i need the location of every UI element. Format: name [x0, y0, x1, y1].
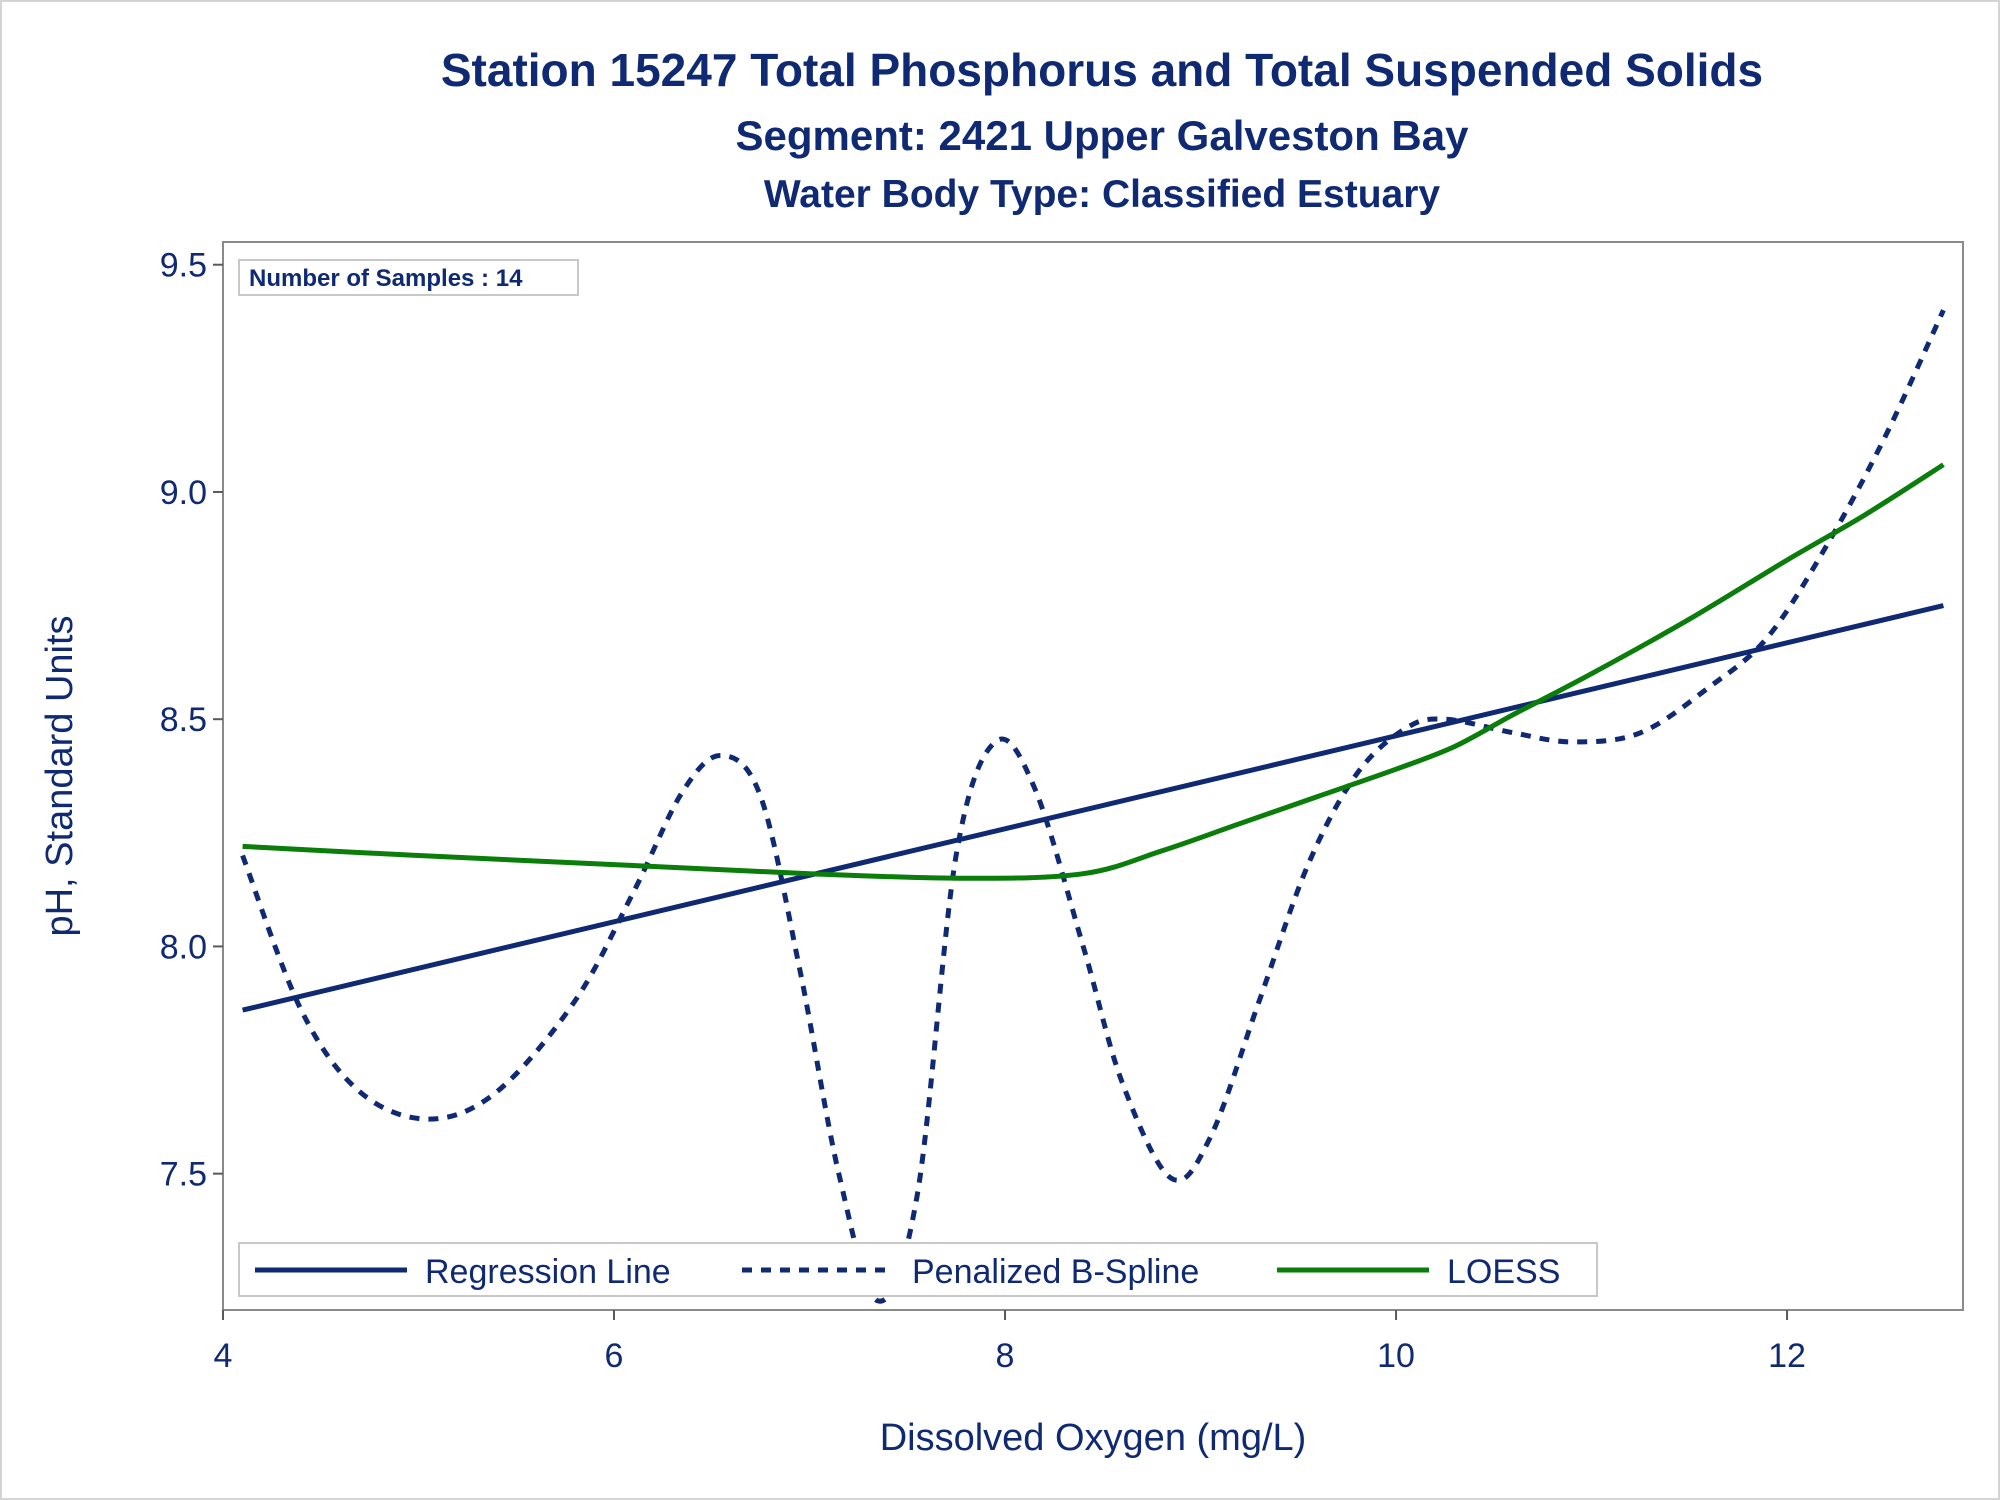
y-axis: 7.5 8.0 8.5 9.0 9.5: [160, 247, 223, 1194]
y-tick-label: 8.0: [160, 928, 207, 966]
series-regression-line: [242, 603, 1944, 1013]
plot-area: [222, 241, 1964, 1311]
x-axis: 4 6 8 10 12: [214, 1310, 1806, 1375]
samples-text: Number of Samples : 14: [249, 265, 523, 292]
x-tick-label: 10: [1377, 1337, 1415, 1375]
legend-label-regression: Regression Line: [425, 1253, 671, 1291]
x-tick-label: 4: [214, 1337, 233, 1375]
y-tick-label: 9.5: [160, 247, 207, 285]
chart-subtitle: Segment: 2421 Upper Galveston Bay: [736, 112, 1470, 159]
y-axis-label: pH, Standard Units: [39, 615, 81, 936]
chart-title: Station 15247 Total Phosphorus and Total…: [441, 44, 1763, 96]
samples-box: [238, 259, 579, 296]
x-axis-label: Dissolved Oxygen (mg/L): [880, 1417, 1307, 1459]
x-tick-label: 12: [1768, 1337, 1806, 1375]
series-penalized-b-spline: [240, 309, 1946, 1304]
y-tick-label: 9.0: [160, 474, 207, 512]
chart-subtitle-2: Water Body Type: Classified Estuary: [764, 173, 1440, 216]
x-tick-label: 8: [996, 1337, 1015, 1375]
legend-label-loess: LOESS: [1447, 1253, 1560, 1291]
y-tick-label: 7.5: [160, 1156, 207, 1194]
y-tick-label: 8.5: [160, 701, 207, 739]
legend: Regression Line Penalized B-Spline LOESS: [238, 1242, 1598, 1297]
legend-label-spline: Penalized B-Spline: [912, 1253, 1199, 1291]
series-layer: [240, 309, 1946, 1304]
series-loess: [242, 462, 1945, 881]
x-tick-label: 6: [605, 1337, 624, 1375]
